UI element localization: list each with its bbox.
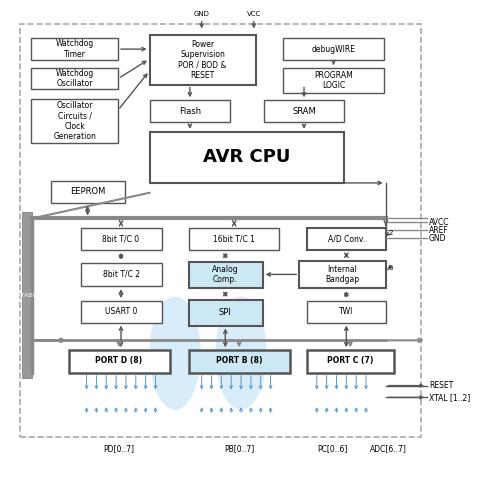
FancyBboxPatch shape — [189, 261, 263, 288]
Ellipse shape — [150, 296, 201, 410]
FancyBboxPatch shape — [150, 100, 230, 122]
Text: PC[0..6]: PC[0..6] — [317, 444, 348, 453]
Text: PB[0..7]: PB[0..7] — [224, 444, 254, 453]
Text: AVR CPU: AVR CPU — [203, 148, 291, 166]
Text: EEPROM: EEPROM — [70, 187, 105, 196]
Text: Flash: Flash — [179, 107, 201, 116]
Text: AVCC: AVCC — [429, 218, 449, 227]
FancyBboxPatch shape — [22, 212, 33, 378]
Text: Oscillator
Circuits /
Clock
Generation: Oscillator Circuits / Clock Generation — [54, 101, 96, 141]
FancyBboxPatch shape — [307, 301, 386, 323]
FancyBboxPatch shape — [299, 261, 386, 288]
Text: RESET: RESET — [429, 381, 453, 390]
FancyBboxPatch shape — [307, 228, 386, 250]
Text: GND: GND — [429, 234, 446, 242]
Text: DATABUS: DATABUS — [13, 293, 42, 298]
Text: TWI: TWI — [339, 307, 354, 316]
FancyBboxPatch shape — [283, 68, 384, 93]
Text: 16bit T/C 1: 16bit T/C 1 — [213, 235, 255, 243]
Text: Analog
Comp.: Analog Comp. — [212, 265, 239, 284]
FancyBboxPatch shape — [32, 68, 118, 89]
FancyBboxPatch shape — [189, 350, 290, 373]
FancyBboxPatch shape — [189, 300, 263, 326]
Text: debugWIRE: debugWIRE — [312, 44, 356, 54]
Text: PROGRAM
LOGIC: PROGRAM LOGIC — [314, 71, 353, 90]
Text: USART 0: USART 0 — [105, 307, 137, 316]
FancyBboxPatch shape — [81, 301, 163, 323]
Text: SPI: SPI — [219, 308, 232, 317]
Text: Watchdog
Oscillator: Watchdog Oscillator — [55, 69, 94, 88]
FancyBboxPatch shape — [150, 35, 256, 85]
Text: AREF: AREF — [429, 226, 449, 235]
FancyBboxPatch shape — [32, 99, 118, 142]
FancyBboxPatch shape — [51, 181, 125, 203]
Text: Internal
Bandgap: Internal Bandgap — [326, 265, 359, 284]
FancyBboxPatch shape — [32, 38, 118, 60]
Text: A/D Conv.: A/D Conv. — [328, 235, 365, 243]
FancyBboxPatch shape — [81, 228, 163, 250]
Text: PORT C (7): PORT C (7) — [327, 357, 373, 366]
Text: ADC[6..7]: ADC[6..7] — [370, 444, 407, 453]
Text: 8bit T/C 2: 8bit T/C 2 — [102, 270, 140, 279]
Text: GND: GND — [194, 11, 210, 17]
Text: PORT D (8): PORT D (8) — [96, 357, 142, 366]
FancyBboxPatch shape — [307, 350, 393, 373]
Text: 6: 6 — [388, 264, 393, 271]
Text: VCC: VCC — [247, 11, 261, 17]
Text: SRAM: SRAM — [292, 107, 316, 116]
Text: Power
Supervision
POR / BOD &
RESET: Power Supervision POR / BOD & RESET — [178, 40, 227, 80]
FancyBboxPatch shape — [150, 132, 344, 183]
Text: XTAL [1..2]: XTAL [1..2] — [429, 393, 470, 402]
Text: 8bit T/C 0: 8bit T/C 0 — [102, 235, 140, 243]
Text: Watchdog
Timer: Watchdog Timer — [55, 39, 94, 59]
Ellipse shape — [216, 296, 267, 410]
Text: PORT B (8): PORT B (8) — [216, 357, 262, 366]
Text: PD[0..7]: PD[0..7] — [104, 444, 134, 453]
FancyBboxPatch shape — [69, 350, 170, 373]
Text: 2: 2 — [389, 230, 393, 236]
FancyBboxPatch shape — [283, 38, 384, 60]
FancyBboxPatch shape — [264, 100, 344, 122]
FancyBboxPatch shape — [189, 228, 280, 250]
FancyBboxPatch shape — [81, 262, 163, 286]
